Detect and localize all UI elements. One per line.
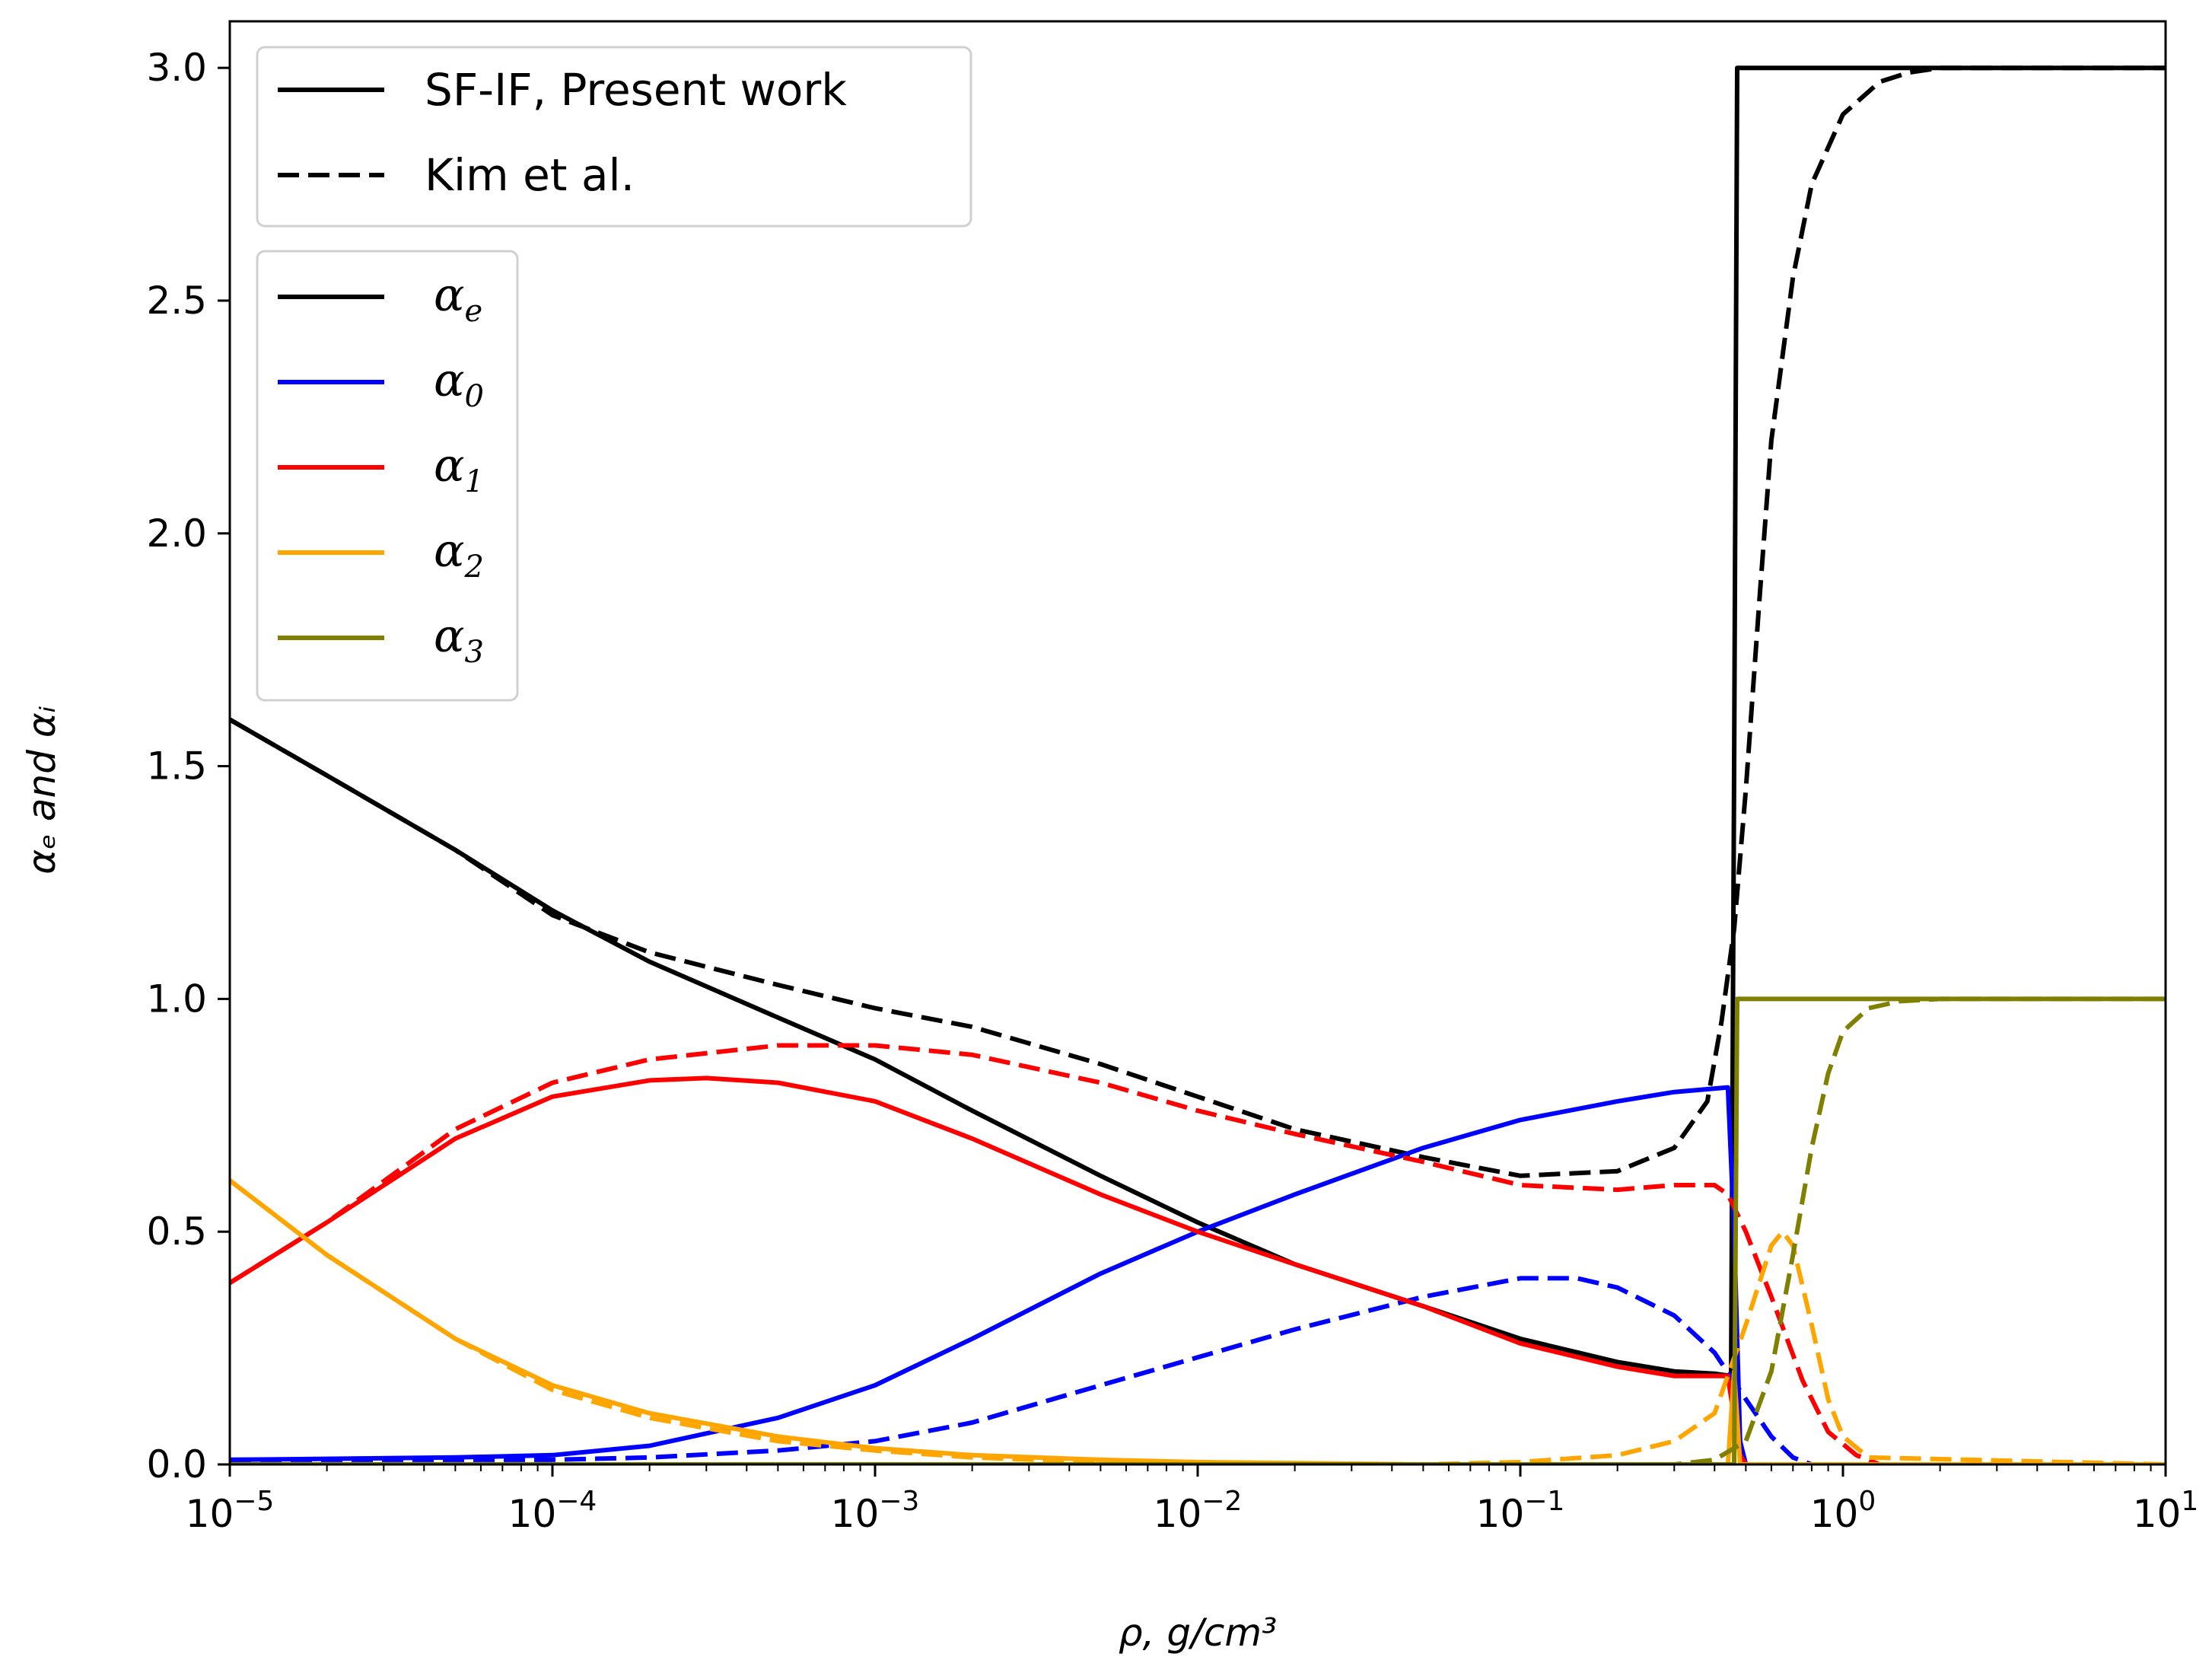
x-axis-title: ρ, g/cm³ xyxy=(1119,1611,1277,1655)
x-tick-label-5: 100 xyxy=(1810,1486,1876,1536)
series-line-9 xyxy=(230,996,2166,1464)
y-axis-title: αₑ and αᵢ xyxy=(20,706,64,875)
legend-species-label-2: α1 xyxy=(434,439,484,499)
x-tick-label-2: 10−3 xyxy=(831,1486,920,1536)
series-line-1 xyxy=(230,65,2166,1178)
x-tick-label-3: 10−2 xyxy=(1154,1486,1243,1536)
legend-species-label-3: α2 xyxy=(434,524,484,585)
series-line-5 xyxy=(230,1043,2166,1464)
legend-species-box xyxy=(256,250,519,702)
legend-style-box xyxy=(256,46,972,228)
x-tick-label-1: 10−4 xyxy=(508,1486,597,1536)
legend-style: SF-IF, Present work Kim et al. xyxy=(256,46,972,228)
series-line-8 xyxy=(230,996,2166,1464)
series-layer xyxy=(230,65,2166,1464)
y-tick-label-4: 2.0 xyxy=(146,511,207,556)
y-tick-label-5: 2.5 xyxy=(146,279,207,323)
legend-style-label-0: SF-IF, Present work xyxy=(425,64,847,116)
x-tick-label-0: 10−5 xyxy=(186,1486,275,1536)
y-tick-label-6: 3.0 xyxy=(146,46,207,90)
legend-species-label-4: α3 xyxy=(434,610,484,670)
series-line-3 xyxy=(230,1276,2166,1464)
y-tick-label-1: 0.5 xyxy=(146,1209,207,1254)
y-tick-label-3: 1.5 xyxy=(146,744,207,789)
legend-species-label-0: αe xyxy=(434,269,482,329)
y-tick-label-2: 1.0 xyxy=(146,977,207,1021)
y-tick-label-0: 0.0 xyxy=(146,1442,207,1487)
plot-background xyxy=(230,21,2166,1464)
x-tick-label-6: 101 xyxy=(2133,1486,2199,1536)
x-tick-label-4: 10−1 xyxy=(1476,1486,1565,1536)
legend-species-label-1: α0 xyxy=(434,354,484,414)
y-axis: 0.0 0.5 1.0 1.5 2.0 2.5 3.0 xyxy=(146,46,230,1487)
legend-style-label-1: Kim et al. xyxy=(425,149,635,201)
legend-species: αe α0 α1 α2 α3 xyxy=(256,250,519,702)
series-line-7 xyxy=(230,1178,2166,1464)
x-axis: 10−5 10−4 10−3 10−2 10−1 100 101 xyxy=(186,1464,2199,1536)
